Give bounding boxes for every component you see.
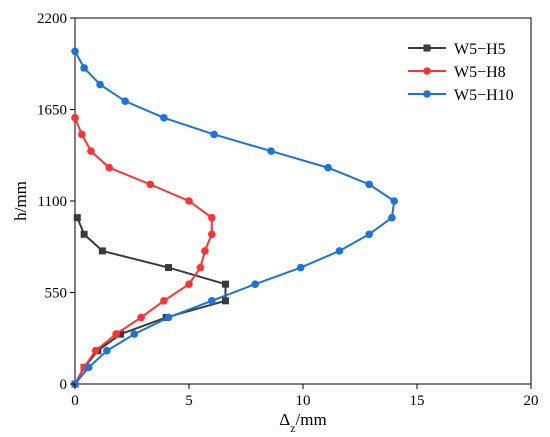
x-tick-label: 15 (410, 393, 425, 409)
series-2 (71, 114, 216, 388)
data-point (210, 130, 218, 139)
legend-item: W5−H10 (408, 87, 514, 104)
data-point (324, 163, 332, 172)
x-title-unit: /mm (296, 410, 327, 429)
data-point (78, 130, 86, 139)
x-tick-label: 10 (296, 393, 311, 409)
legend-marker (423, 44, 431, 52)
legend-marker (423, 90, 431, 98)
data-point (71, 114, 79, 122)
series-layer (71, 47, 399, 388)
data-point (185, 280, 193, 288)
y-axis-title: h/mm (11, 181, 30, 221)
data-point (105, 163, 113, 172)
legend-label: W5−H10 (454, 87, 514, 104)
data-point (221, 297, 229, 305)
data-point (164, 264, 172, 272)
data-point (80, 230, 88, 238)
legend-label: W5−H5 (454, 41, 506, 58)
data-point (388, 213, 396, 222)
data-point (208, 230, 216, 239)
data-point (84, 363, 93, 372)
data-point (251, 280, 259, 288)
legend-item: W5−H8 (408, 64, 506, 81)
data-point (365, 180, 373, 189)
y-axis-ticks: 0 550 1100 1650 2200 (37, 11, 75, 393)
data-point (160, 114, 168, 122)
series-line (74, 117, 213, 385)
x-axis-ticks: 0 5 10 15 20 (71, 384, 539, 409)
data-point (164, 313, 173, 322)
data-point (335, 247, 344, 255)
legend-label: W5−H8 (454, 64, 506, 81)
data-point (208, 213, 216, 222)
data-point (221, 280, 229, 288)
data-point (208, 297, 216, 305)
y-tick-label: 1650 (37, 103, 67, 119)
data-point (117, 330, 125, 338)
data-point (146, 180, 155, 189)
legend-marker (423, 67, 431, 75)
y-tick-label: 1100 (38, 194, 67, 210)
data-point (296, 263, 305, 272)
data-point (87, 147, 95, 155)
data-point (73, 214, 81, 222)
data-point (91, 346, 100, 355)
data-point (71, 47, 79, 56)
data-point (112, 330, 120, 338)
data-point (80, 64, 88, 72)
data-point (98, 247, 106, 255)
data-point (201, 247, 209, 255)
data-point (137, 313, 145, 322)
data-point (160, 297, 168, 305)
legend: W5−H5 W5−H8 W5−H10 (408, 41, 514, 104)
data-point (390, 197, 399, 205)
y-tick-label: 0 (60, 377, 68, 393)
plot-area (71, 17, 532, 388)
data-point (365, 230, 373, 239)
x-title-symbol: Δ (279, 410, 290, 429)
x-tick-label: 0 (71, 393, 79, 409)
data-point (103, 346, 111, 355)
x-axis-title: Δz/mm (279, 410, 326, 435)
data-point (96, 80, 104, 89)
x-tick-label: 20 (524, 393, 539, 409)
series-3 (71, 47, 399, 388)
data-point (196, 263, 205, 272)
data-point (185, 197, 193, 205)
legend-item: W5−H5 (408, 41, 506, 58)
x-tick-label: 5 (185, 393, 193, 409)
data-point (130, 330, 139, 338)
y-tick-label: 2200 (37, 11, 67, 27)
x-title-subscript: z (290, 421, 295, 435)
data-point (267, 147, 275, 155)
y-tick-label: 550 (45, 286, 68, 302)
data-point (121, 97, 129, 105)
